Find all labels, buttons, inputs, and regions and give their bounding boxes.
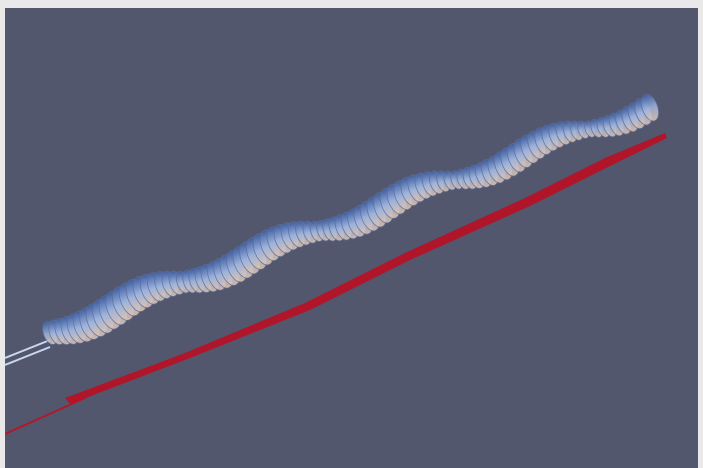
ribbon-tail [5, 397, 86, 435]
tube-lead [5, 339, 51, 359]
red-ribbon [5, 133, 667, 435]
spiral-tube [5, 93, 660, 366]
render-view [5, 8, 698, 468]
tube-ring [640, 93, 660, 122]
ribbon-body [65, 133, 667, 404]
tube-lead [5, 346, 51, 366]
